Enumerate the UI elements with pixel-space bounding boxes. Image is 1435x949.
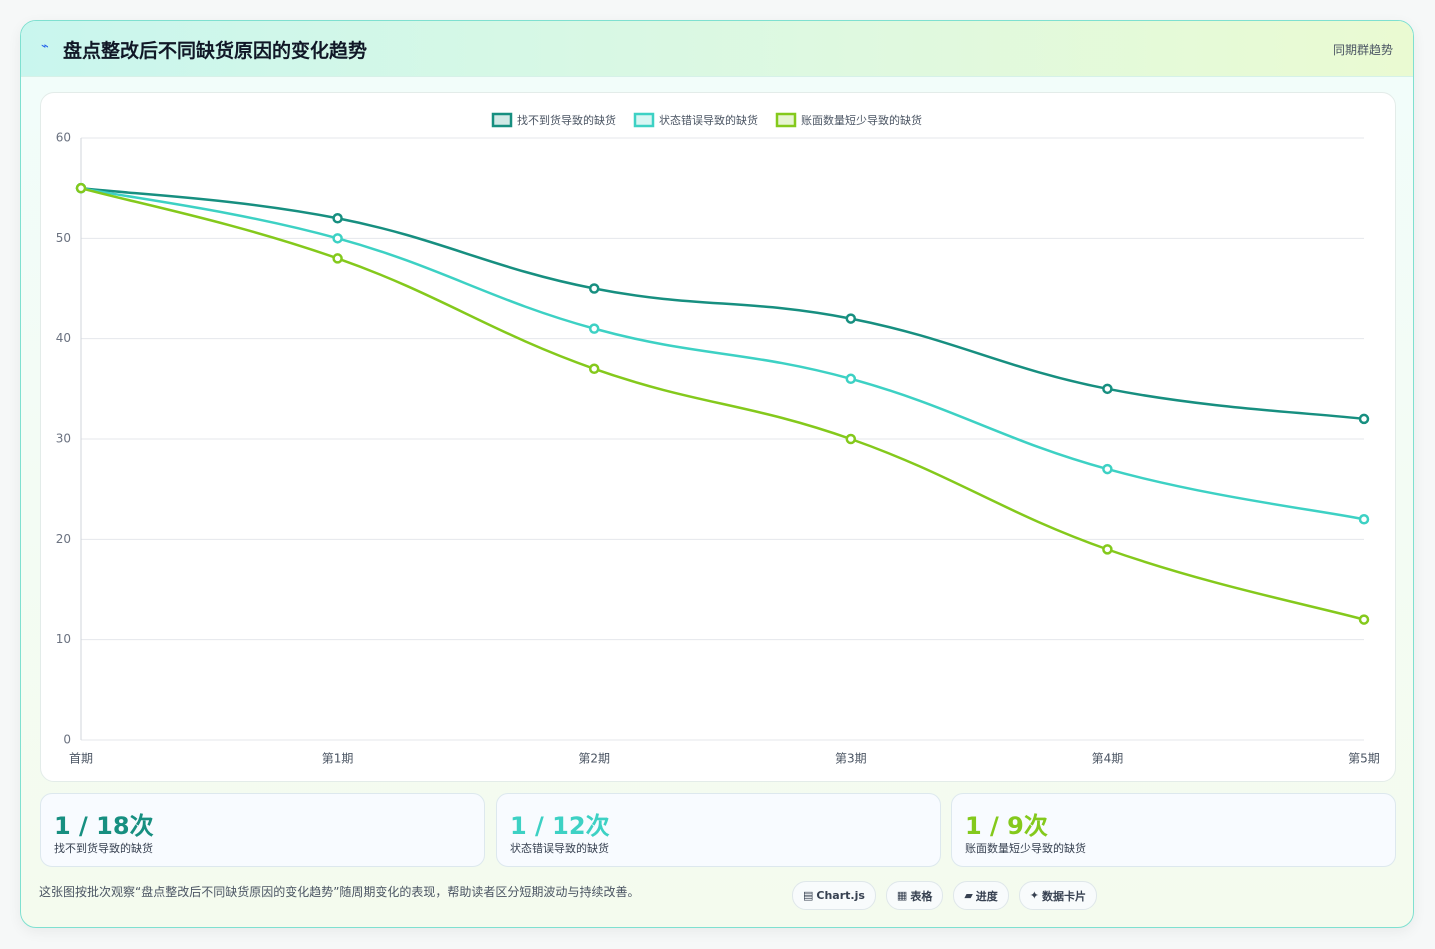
stat-card: 1 / 12次 状态错误导致的缺货	[496, 793, 941, 867]
card: ⌁ 盘点整改后不同缺货原因的变化趋势 同期群趋势 0 10 20 30 40 50 60 首期…	[20, 20, 1414, 928]
data-point	[332, 233, 343, 244]
chip[interactable]: ✦ 数据卡片	[1018, 881, 1098, 910]
x-tick-label: 第3期	[835, 752, 867, 766]
data-point	[845, 433, 857, 445]
chip-label: 表格	[910, 889, 933, 903]
y-tick-label: 30	[56, 432, 71, 446]
card-title: 盘点整改后不同缺货原因的变化趋势	[63, 40, 368, 62]
data-point	[332, 253, 343, 264]
x-tick-label: 第5期	[1348, 752, 1380, 766]
data-point	[332, 213, 343, 224]
y-tick-label: 50	[56, 231, 71, 245]
chip-label: 进度	[975, 889, 998, 903]
stat-card: 1 / 9次 账面数量短少导致的缺货	[951, 793, 1396, 867]
x-tick-label: 第4期	[1092, 752, 1124, 766]
chart: 0 10 20 30 40 50 60 首期 第1期 第2期 第3期 第4期 第5期 找不到货导致的缺货 状…	[56, 112, 1380, 766]
chart-panel: 0 10 20 30 40 50 60 首期 第1期 第2期 第3期 第4期 第5期 找不到货导致的缺货 状…	[40, 92, 1396, 782]
x-tick-label: 第1期	[322, 752, 354, 766]
stat-value: 1 / 9次	[965, 812, 1048, 840]
legend-label: 状态错误导致的缺货	[659, 113, 758, 127]
legend-swatch	[775, 112, 797, 128]
y-tick-label: 10	[56, 632, 71, 646]
chip[interactable]: ▤ Chart.js	[792, 881, 876, 910]
data-point	[845, 373, 857, 385]
stat-value: 1 / 12次	[510, 812, 610, 840]
chip[interactable]: ▰ 进度	[953, 881, 1009, 910]
y-tick-label: 40	[56, 331, 71, 345]
legend-label: 找不到货导致的缺货	[517, 113, 616, 127]
data-point	[588, 323, 600, 334]
chip-label: 数据卡片	[1042, 889, 1087, 903]
chip-row: ▤ Chart.js ▦ 表格 ▰ 进度 ✦ 数据卡片	[792, 881, 1098, 910]
data-point	[588, 283, 600, 294]
data-point	[1102, 383, 1113, 395]
y-tick-label: 20	[56, 532, 71, 546]
stat-label: 状态错误导致的缺货	[510, 842, 609, 855]
chip-label: Chart.js	[816, 889, 865, 902]
data-point	[588, 363, 600, 375]
data-point	[1102, 544, 1113, 555]
data-point	[1358, 514, 1370, 525]
card-header: ⌁ 盘点整改后不同缺货原因的变化趋势 同期群趋势	[21, 21, 1413, 77]
legend-swatch	[491, 112, 513, 128]
y-tick-label: 60	[56, 131, 71, 145]
series-line	[80, 186, 1365, 421]
series-line	[80, 186, 1365, 621]
stat-label: 账面数量短少导致的缺货	[965, 842, 1086, 855]
stat-card: 1 / 18次 找不到货导致的缺货	[40, 793, 485, 867]
series-line	[80, 186, 1365, 521]
title-icon: ⌁	[41, 39, 49, 54]
stat-value: 1 / 18次	[54, 812, 154, 840]
data-point	[1358, 614, 1370, 625]
header-badge: 同期群趋势	[1332, 43, 1393, 57]
x-tick-label: 首期	[69, 752, 93, 766]
stat-label: 找不到货导致的缺货	[54, 842, 153, 855]
data-point	[1102, 463, 1113, 475]
data-point	[845, 313, 857, 324]
x-tick-label: 第2期	[578, 752, 610, 766]
footer-note: 这张图按批次观察“盘点整改后不同缺货原因的变化趋势”随周期变化的表现，帮助读者区…	[39, 885, 640, 899]
y-tick-label: 0	[63, 733, 71, 747]
legend-label: 账面数量短少导致的缺货	[801, 113, 922, 127]
legend-swatch	[633, 112, 655, 128]
data-point	[1358, 413, 1370, 425]
chip[interactable]: ▦ 表格	[885, 881, 944, 910]
data-point	[75, 182, 87, 194]
